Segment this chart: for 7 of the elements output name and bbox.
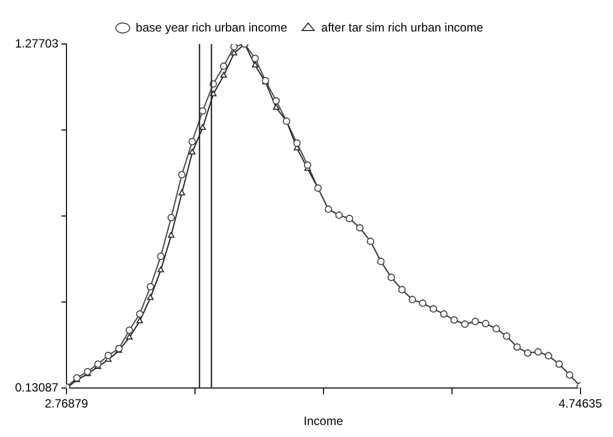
legend-label: base year rich urban income <box>136 20 288 34</box>
x-tick-label: 2.76879 <box>44 396 88 411</box>
y-tick-label: 1.27703 <box>14 36 59 50</box>
x-tick-label: 4.74635 <box>558 396 602 411</box>
x-axis-title: Income <box>304 414 344 428</box>
y-tick-label: 0.13087 <box>14 380 59 395</box>
legend-label: after tar sim rich urban income <box>321 20 484 34</box>
